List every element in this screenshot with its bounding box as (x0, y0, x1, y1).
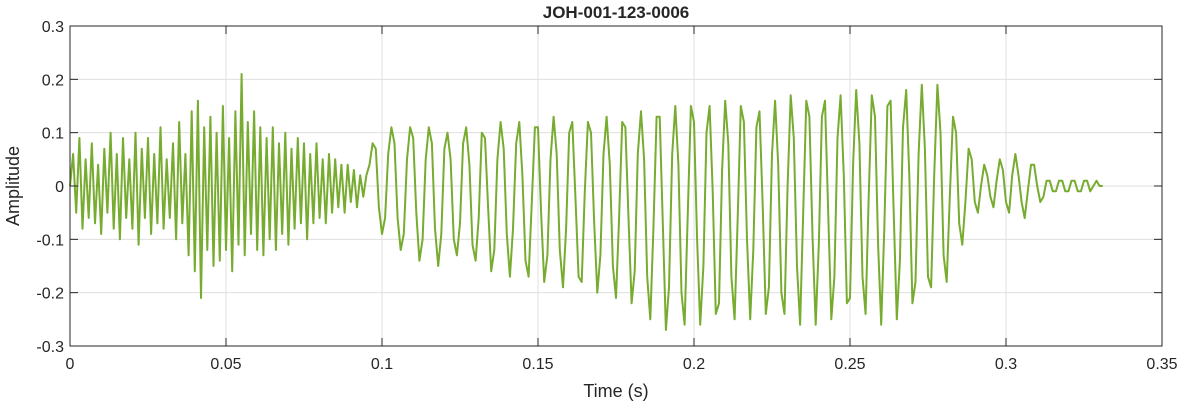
x-tick-label: 0.3 (995, 356, 1017, 373)
x-tick-label: 0.35 (1146, 356, 1177, 373)
y-tick-label: -0.2 (36, 286, 64, 303)
x-tick-label: 0.15 (522, 356, 553, 373)
y-tick-label: -0.1 (36, 232, 64, 249)
y-axis-label: Amplitude (3, 146, 23, 226)
y-tick-label: 0.1 (42, 126, 64, 143)
x-tick-label: 0.05 (210, 356, 241, 373)
x-tick-label: 0.1 (371, 356, 393, 373)
y-tick-label: 0 (55, 179, 64, 196)
y-tick-label: 0.2 (42, 72, 64, 89)
x-tick-label: 0 (66, 356, 75, 373)
y-tick-label: -0.3 (36, 339, 64, 356)
plot-area (69, 73, 1103, 331)
x-tick-labels: 0 0.05 0.1 0.15 0.2 0.25 0.3 0.35 (66, 356, 1178, 373)
x-tick-label: 0.25 (834, 356, 865, 373)
tick-marks (69, 25, 1163, 347)
x-axis-label: Time (s) (583, 381, 648, 401)
chart-title: JOH-001-123-0006 (543, 3, 689, 22)
x-tick-label: 0.2 (683, 356, 705, 373)
y-tick-label: 0.3 (42, 19, 64, 36)
waveform-series-line (69, 73, 1103, 331)
y-tick-labels: -0.3 -0.2 -0.1 0 0.1 0.2 0.3 (36, 19, 64, 356)
